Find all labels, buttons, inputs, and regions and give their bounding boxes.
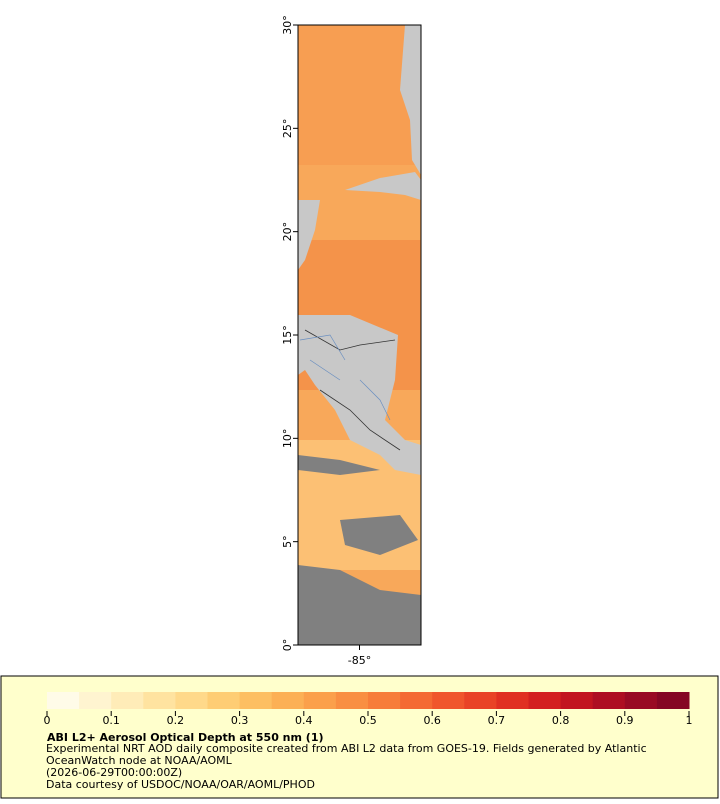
lat-tick-label: 25° [281, 119, 294, 139]
colorbar-tick-label: 0.9 [616, 714, 634, 727]
colorbar-swatch [335, 692, 369, 709]
colorbar-swatch [528, 692, 562, 709]
lat-tick-label: 0° [281, 639, 294, 652]
colorbar-swatch [496, 692, 529, 709]
colorbar-swatch [432, 692, 465, 709]
colorbar-swatch [464, 692, 497, 709]
colorbar-swatch [624, 692, 658, 709]
lat-tick-label: 30° [281, 15, 294, 35]
colorbar-tick-label: 0.8 [552, 714, 570, 727]
colorbar-swatch [560, 692, 594, 709]
lat-tick-label: 10° [281, 429, 294, 449]
legend-text: Experimental NRT AOD daily composite cre… [46, 743, 686, 791]
colorbar-tick-label: 1 [686, 714, 693, 727]
legend-description: Experimental NRT AOD daily composite cre… [46, 743, 647, 767]
colorbar-swatch [400, 692, 433, 709]
colorbar-tick-label: 0.7 [488, 714, 506, 727]
colorbar-swatch [175, 692, 208, 709]
lon-tick-label: -85° [348, 654, 371, 667]
colorbar-swatch [207, 692, 241, 709]
colorbar-tick-label: 0.3 [231, 714, 249, 727]
colorbar-swatch [271, 692, 305, 709]
colorbar-tick-label: 0.2 [167, 714, 185, 727]
legend-credit: Data courtesy of USDOC/NOAA/OAR/AOML/PHO… [46, 778, 315, 791]
colorbar-swatch [239, 692, 273, 709]
colorbar-swatch [111, 692, 144, 709]
lat-tick-label: 20° [281, 222, 294, 242]
legend-date: (2026-06-29T00:00:00Z) [46, 766, 183, 779]
colorbar-swatch [303, 692, 337, 709]
colorbar-swatch [79, 692, 112, 709]
colorbar-swatch [143, 692, 176, 709]
lat-tick-label: 15° [281, 325, 294, 345]
colorbar-tick-label: 0.4 [295, 714, 313, 727]
lat-tick-label: 5° [281, 535, 294, 548]
legend-text-block: Experimental NRT AOD daily composite cre… [46, 743, 686, 791]
colorbar-tick-label: 0.6 [423, 714, 441, 727]
colorbar-swatch [368, 692, 401, 709]
legend-title: ABI L2+ Aerosol Optical Depth at 550 nm … [47, 731, 324, 744]
colorbar-tick-label: 0 [44, 714, 51, 727]
colorbar-tick-label: 0.5 [359, 714, 377, 727]
colorbar-swatch [656, 692, 690, 709]
colorbar-swatch [592, 692, 626, 709]
map-image [298, 25, 421, 645]
colorbar-tick-label: 0.1 [102, 714, 120, 727]
colorbar-swatch [47, 692, 80, 709]
